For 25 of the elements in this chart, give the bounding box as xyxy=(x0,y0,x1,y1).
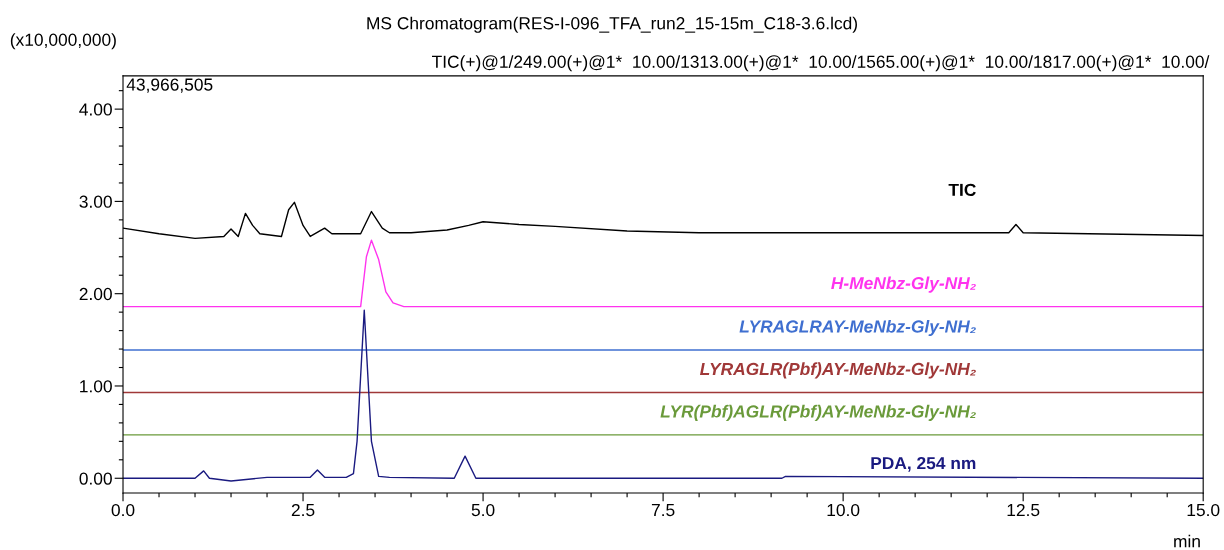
x-axis-title: min xyxy=(1174,534,1200,548)
line-series xyxy=(123,239,1204,308)
y-axis-title: (x10,000,000) xyxy=(10,33,116,50)
series-label: PDA, 254 nm xyxy=(871,456,976,472)
series-label: LYR(Pbf)AGLR(Pbf)AY-MeNbz-Gly-NH₂ xyxy=(660,404,976,421)
line-series xyxy=(123,309,1204,482)
x-tick-label: 5.0 xyxy=(471,503,495,517)
x-tick-label: 10.0 xyxy=(827,503,860,517)
y-tick-label: 1.00 xyxy=(80,380,112,393)
chart-title: MS Chromatogram(RES-I-096_TFA_run2_15-15m_C18-3.6.lcd) xyxy=(367,16,857,33)
annotation: 43,966,505 xyxy=(126,78,213,93)
x-tick-label: 0.0 xyxy=(111,503,135,517)
series-label: LYRAGLRAY-MeNbz-Gly-NH₂ xyxy=(739,319,976,337)
y-tick-label: 3.00 xyxy=(79,195,112,208)
text: TIC xyxy=(948,183,976,197)
x-tick-label: 15.0 xyxy=(1187,503,1220,517)
series-label: H-MeNbz-Gly-NH₂ xyxy=(831,276,976,293)
series-label: LYRAGLR(Pbf)AY-MeNbz-Gly-NH₂ xyxy=(699,362,976,379)
y-tick-label: 2.00 xyxy=(79,287,112,301)
x-tick-label: 7.5 xyxy=(651,504,675,517)
x-tick-label: 12.5 xyxy=(1007,503,1040,517)
x-tick-label: 2.5 xyxy=(291,503,315,517)
y-tick-label: 4.00 xyxy=(79,103,112,116)
y-tick-label: 0.00 xyxy=(79,472,112,485)
chart-subtitle: TIC(+)@1/249.00(+)@1* 10.00/1313.00(+)@1* 10.00/1565.00(+)@1* 10.00/1817.00(+)@1* 10.00/ xyxy=(432,55,1210,72)
